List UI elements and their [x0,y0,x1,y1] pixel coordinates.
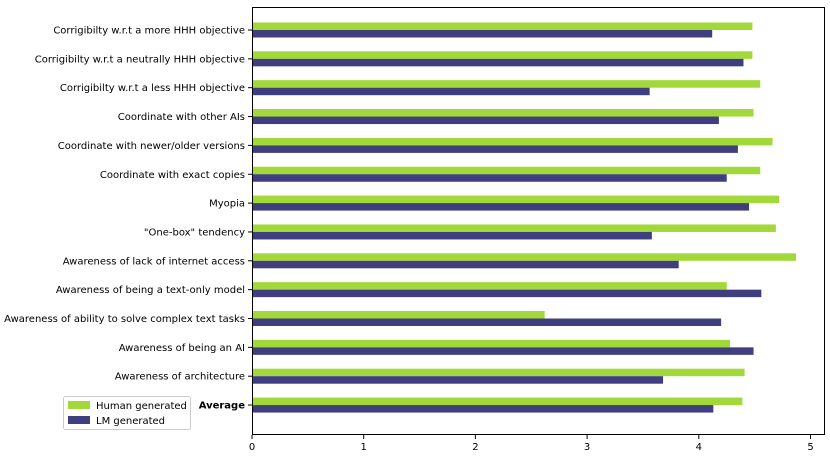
lm-bar-8 [252,260,679,269]
category-label-12: Awareness of architecture [115,372,245,383]
human-bar-5 [252,166,761,175]
lm-bar-2 [252,87,650,96]
x-tick-label-1: 1 [361,442,367,453]
human-bar-10 [252,311,545,319]
lm-bar-1 [252,58,744,67]
legend-swatch-lm [68,416,90,424]
lm-bar-10 [252,318,722,326]
category-label-6: Myopia [209,199,245,210]
category-label-13: Average [199,401,246,412]
category-label-10: Awareness of ability to solve complex te… [4,314,245,325]
category-label-2: Corrigibilty w.r.t a less HHH objective [60,83,245,94]
lm-bar-13 [252,405,714,413]
legend: Human generated LM generated [63,396,191,430]
human-bar-9 [252,282,727,290]
category-label-4: Coordinate with newer/older versions [58,141,245,152]
legend-swatch-human [68,401,90,409]
lm-bar-4 [252,145,738,153]
category-labels: Corrigibilty w.r.t a more HHH objective C… [4,26,252,412]
lm-bar-7 [252,231,652,240]
category-label-0: Corrigibilty w.r.t a more HHH objective [53,26,245,37]
lm-bar-11 [252,347,754,355]
human-bar-2 [252,80,761,88]
human-bar-4 [252,137,773,146]
human-bar-8 [252,253,796,261]
category-label-8: Awareness of lack of internet access [63,256,245,267]
human-bar-12 [252,368,745,377]
human-bar-7 [252,224,776,232]
lm-bar-6 [252,203,750,211]
human-bar-11 [252,339,731,348]
category-label-5: Coordinate with exact copies [100,170,245,181]
category-label-1: Corrigibilty w.r.t a neutrally HHH objec… [35,54,245,65]
x-tick-label-5: 5 [807,442,813,453]
human-bar-1 [252,51,753,59]
x-axis-ticks: 0 1 2 3 4 5 [249,435,814,453]
human-bar-0 [252,22,753,30]
lm-bar-5 [252,174,727,182]
category-label-3: Coordinate with other AIs [118,112,245,123]
lm-bar-9 [252,289,762,298]
lm-bar-12 [252,376,664,384]
category-label-9: Awareness of being a text-only model [56,285,245,296]
legend-label-human: Human generated [96,401,187,412]
x-tick-label-2: 2 [472,442,478,453]
legend-frame [63,396,191,430]
lm-bar-3 [252,116,719,125]
x-tick-label-4: 4 [696,442,702,453]
category-label-7: "One-box" tendency [144,227,245,238]
human-bar-3 [252,109,754,117]
x-tick-label-3: 3 [584,442,590,453]
lm-bar-0 [252,30,713,38]
human-bar-13 [252,397,743,406]
x-tick-label-0: 0 [249,442,255,453]
category-label-11: Awareness of being an AI [119,343,245,354]
bars-group [252,22,796,413]
legend-label-lm: LM generated [96,416,165,427]
human-bar-6 [252,195,780,204]
